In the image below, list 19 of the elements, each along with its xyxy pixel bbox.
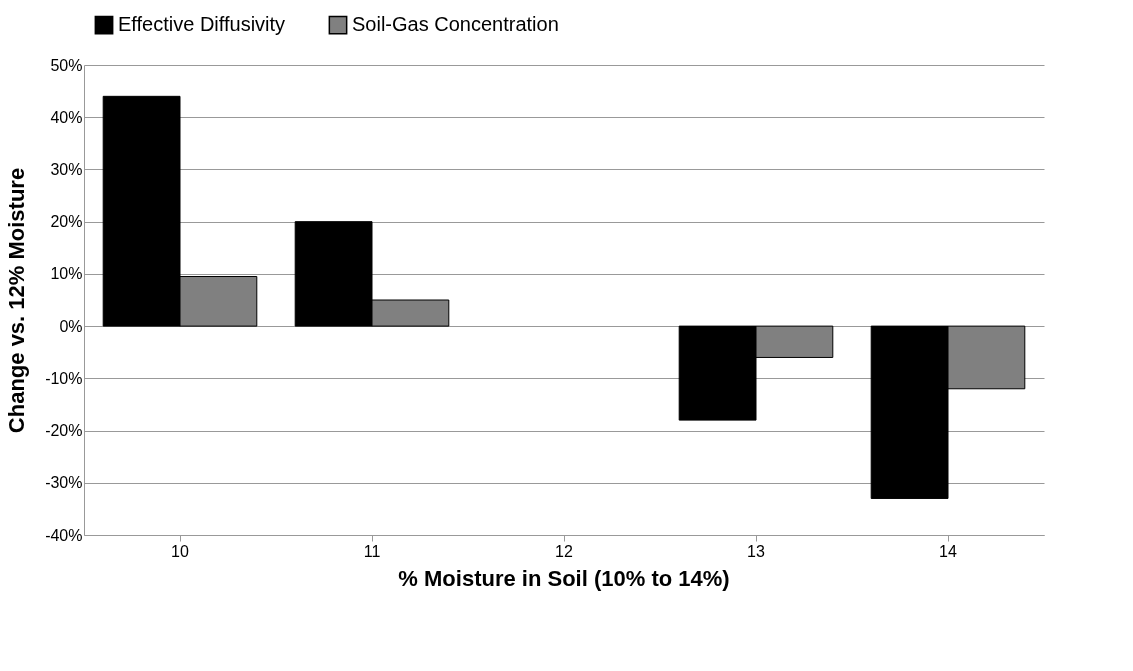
x-axis-title: % Moisture in Soil (10% to 14%)	[398, 566, 730, 591]
y-axis-title: Change vs. 12% Moisture	[4, 167, 30, 434]
x-tick-label: 14	[939, 542, 957, 560]
legend-label: Effective Diffusivity	[118, 13, 286, 36]
y-tick-label: 50%	[50, 56, 83, 74]
y-tick-label: -10%	[45, 369, 83, 387]
y-tick-label: -30%	[45, 474, 83, 492]
y-tick-label: -40%	[45, 526, 83, 544]
y-tick-label: 0%	[59, 317, 83, 335]
x-tick-label: 13	[747, 542, 765, 560]
y-tick-label: 10%	[50, 265, 83, 283]
x-tick-label: 12	[555, 542, 573, 560]
x-tick-label: 11	[363, 542, 381, 560]
y-tick-label: 30%	[50, 160, 83, 178]
x-tick-label: 10	[171, 542, 189, 560]
y-tick-label: 20%	[50, 213, 83, 231]
y-tick-label: -20%	[45, 422, 83, 440]
y-tick-label: 40%	[50, 108, 83, 126]
legend-label: Soil-Gas Concentration	[352, 13, 559, 36]
